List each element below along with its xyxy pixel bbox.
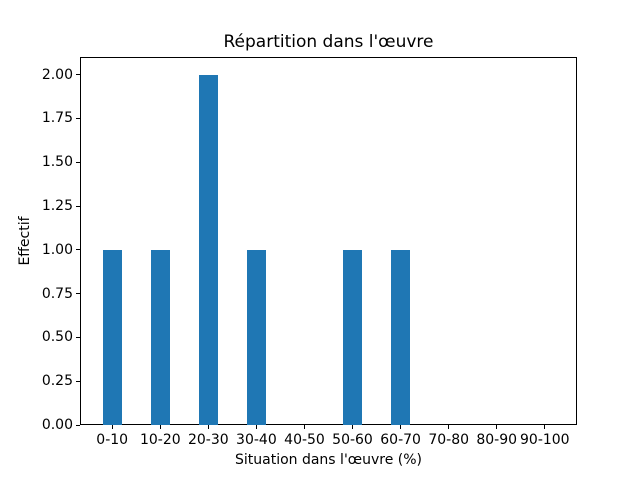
bar-60-70 (391, 249, 411, 425)
x-tick-label: 20-30 (187, 432, 229, 448)
y-axis-label: Effectif (17, 216, 33, 266)
x-tick-mark (400, 425, 402, 429)
y-tick-label: 1.75 (41, 110, 73, 127)
x-tick-mark (111, 425, 113, 429)
y-tick-mark (76, 336, 80, 338)
x-tick-label: 10-20 (139, 432, 181, 448)
x-tick-mark (159, 425, 161, 429)
y-tick-label: 0.00 (41, 417, 73, 433)
y-tick-mark (76, 117, 80, 119)
x-tick-mark (207, 425, 209, 429)
y-tick-mark (76, 380, 80, 382)
y-tick-label: 1.00 (41, 241, 73, 258)
bar-30-40 (246, 249, 266, 425)
x-axis-label: Situation dans l'œuvre (%) (234, 452, 423, 468)
x-tick-label: 90-100 (520, 432, 570, 448)
y-tick-mark (76, 161, 80, 163)
x-tick-mark (304, 425, 305, 429)
x-tick-label: 0-10 (96, 432, 129, 448)
y-tick-label: 1.50 (41, 154, 73, 171)
y-tick-mark (76, 249, 80, 251)
bar-0-10 (102, 249, 122, 425)
y-tick-mark (76, 74, 80, 75)
x-tick-label: 40-50 (284, 432, 325, 448)
y-tick-mark (76, 424, 80, 426)
x-tick-mark (544, 425, 546, 429)
x-tick-mark (352, 425, 353, 429)
bar-10-20 (150, 249, 170, 425)
y-tick-label: 0.50 (41, 329, 73, 346)
y-tick-label: 2.00 (41, 66, 73, 83)
x-tick-label: 60-70 (380, 432, 421, 448)
x-tick-mark (448, 425, 450, 429)
x-tick-label: 30-40 (236, 432, 277, 448)
bar-50-60 (343, 249, 362, 425)
y-tick-mark (76, 293, 80, 295)
x-tick-label: 70-80 (428, 432, 470, 448)
chart-title: Répartition dans l'œuvre (223, 32, 434, 52)
x-tick-mark (255, 425, 257, 429)
x-tick-label: 80-90 (476, 432, 518, 448)
y-tick-label: 0.25 (41, 373, 73, 390)
x-tick-mark (496, 425, 498, 429)
bar-20-30 (198, 74, 218, 425)
x-tick-label: 50-60 (332, 432, 373, 448)
y-tick-label: 1.25 (41, 198, 73, 214)
y-tick-label: 0.75 (41, 285, 73, 302)
y-tick-mark (76, 205, 80, 207)
